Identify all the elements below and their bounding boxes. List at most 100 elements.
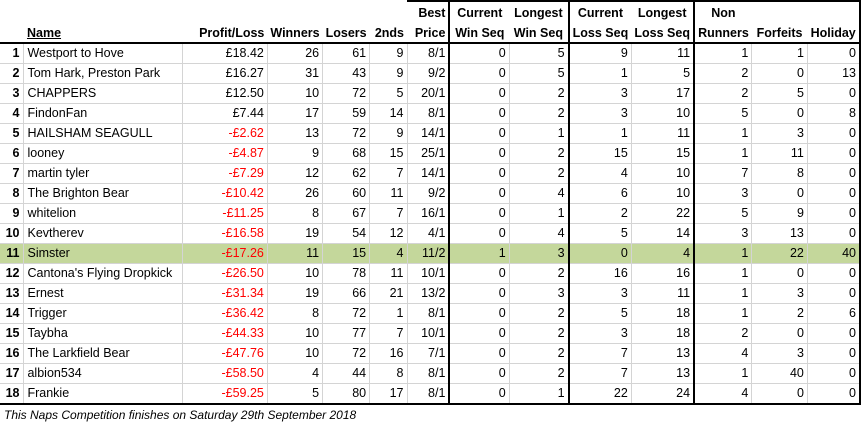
- holiday-cell: 13: [806, 63, 861, 84]
- competition-footer-note: This Naps Competition finishes on Saturd…: [4, 408, 357, 422]
- rank-cell: 2: [0, 63, 24, 84]
- losers-cell: 54: [322, 223, 370, 244]
- holiday-cell: 0: [806, 263, 861, 284]
- longest-loss-seq-cell: 17: [630, 83, 695, 104]
- current-loss-seq-cell: 7: [567, 363, 632, 384]
- losers-cell: 80: [322, 383, 370, 405]
- forfeits-cell: 22: [751, 243, 808, 264]
- current-loss-seq-cell: 6: [567, 183, 632, 204]
- longest-loss-seq-cell: 10: [630, 163, 695, 184]
- best-price-cell: 11/2: [406, 243, 450, 264]
- non-runners-cell: 1: [693, 123, 752, 144]
- profit-loss-cell: £18.42: [181, 42, 268, 64]
- profit-loss-header: Profit/Loss: [182, 22, 268, 44]
- non-runners-header-line1: Non: [693, 0, 752, 22]
- longest-loss-seq-cell: 18: [630, 303, 695, 324]
- longest-win-seq-cell: 1: [508, 203, 569, 224]
- losers-cell: 72: [322, 83, 370, 104]
- current-loss-seq-cell: 15: [567, 143, 632, 164]
- non-runners-cell: 1: [693, 363, 752, 384]
- table-row: 11 Simster -£17.26 11 15 4 11/2 1 3 0 4 1 22 40: [0, 243, 861, 264]
- losers-cell: 72: [322, 123, 370, 144]
- name-cell: The Brighton Bear: [23, 183, 183, 204]
- longest-win-seq-cell: 5: [508, 63, 569, 84]
- non-runners-cell: 2: [693, 323, 752, 344]
- profit-loss-cell: -£58.50: [181, 363, 268, 384]
- best-price-cell: 9/2: [406, 183, 450, 204]
- best-price-cell: 4/1: [406, 223, 450, 244]
- forfeits-cell: 40: [751, 363, 808, 384]
- current-loss-seq-header-line2: Loss Seq: [567, 22, 632, 44]
- table-row: 15 Taybha -£44.33 10 77 7 10/1 0 2 3 18 2 0 0: [0, 323, 861, 344]
- current-win-seq-cell: 0: [448, 143, 510, 164]
- non-runners-header-line2: Runners: [693, 22, 752, 44]
- non-runners-cell: 2: [693, 83, 752, 104]
- best-price-cell: 16/1: [406, 203, 450, 224]
- rank-cell: 4: [0, 103, 24, 124]
- forfeits-cell: 0: [751, 63, 808, 84]
- best-price-cell: 8/1: [406, 303, 450, 324]
- rank-cell: 12: [0, 263, 24, 284]
- losers-cell: 62: [322, 163, 370, 184]
- winners-cell: 10: [266, 343, 323, 364]
- name-cell: looney: [23, 143, 183, 164]
- holiday-cell: 0: [806, 183, 861, 204]
- longest-loss-seq-cell: 11: [630, 123, 695, 144]
- holiday-cell: 0: [806, 42, 861, 64]
- seconds-cell: 12: [369, 223, 407, 244]
- current-win-seq-cell: 0: [448, 103, 510, 124]
- holiday-cell: 6: [806, 303, 861, 324]
- non-runners-cell: 4: [693, 383, 752, 405]
- rank-cell: 15: [0, 323, 24, 344]
- table-row: 17 albion534 -£58.50 4 44 8 8/1 0 2 7 13 1 40 0: [0, 363, 861, 384]
- seconds-cell: 8: [369, 363, 407, 384]
- table-row: 14 Trigger -£36.42 8 72 1 8/1 0 2 5 18 1 2 6: [0, 303, 861, 324]
- table-row: 6 looney -£4.87 9 68 15 25/1 0 2 15 15 1 11 0: [0, 143, 861, 164]
- best-price-cell: 8/1: [406, 103, 450, 124]
- rank-cell: 8: [0, 183, 24, 204]
- longest-win-seq-cell: 2: [508, 143, 569, 164]
- current-win-seq-header-line2: Win Seq: [448, 22, 510, 44]
- forfeits-cell: 11: [751, 143, 808, 164]
- losers-cell: 60: [322, 183, 370, 204]
- table-row: 5 HAILSHAM SEAGULL -£2.62 13 72 9 14/1 0 1 1 11 1 3 0: [0, 123, 861, 144]
- name-cell: martin tyler: [23, 163, 183, 184]
- holiday-cell: 40: [806, 243, 861, 264]
- longest-win-seq-cell: 2: [508, 303, 569, 324]
- seconds-header: 2nds: [369, 22, 407, 44]
- holiday-cell: 0: [806, 363, 861, 384]
- name-cell: The Larkfield Bear: [23, 343, 183, 364]
- current-loss-seq-cell: 7: [567, 343, 632, 364]
- forfeits-cell: 13: [751, 223, 808, 244]
- forfeits-cell: 8: [751, 163, 808, 184]
- losers-cell: 43: [322, 63, 370, 84]
- profit-loss-cell: -£2.62: [181, 123, 268, 144]
- longest-loss-seq-cell: 14: [630, 223, 695, 244]
- best-price-cell: 14/1: [406, 163, 450, 184]
- name-cell: FindonFan: [23, 103, 183, 124]
- name-cell: CHAPPERS: [23, 83, 183, 104]
- seconds-cell: 16: [369, 343, 407, 364]
- profit-loss-cell: -£44.33: [181, 323, 268, 344]
- longest-win-seq-cell: 4: [508, 183, 569, 204]
- name-cell: HAILSHAM SEAGULL: [23, 123, 183, 144]
- table-row: 16 The Larkfield Bear -£47.76 10 72 16 7/1 0 2 7 1…: [0, 343, 861, 364]
- profit-loss-cell: £16.27: [181, 63, 268, 84]
- name-header: Name: [23, 22, 183, 44]
- longest-loss-seq-cell: 22: [630, 203, 695, 224]
- table-row: 8 The Brighton Bear -£10.42 26 60 11 9/2 0 4 6 10 3…: [0, 183, 861, 204]
- best-price-header-line1: Best: [407, 0, 450, 22]
- winners-header: Winners: [267, 22, 323, 44]
- forfeits-cell: 9: [751, 203, 808, 224]
- best-price-cell: 7/1: [406, 343, 450, 364]
- rank-cell: 3: [0, 83, 24, 104]
- table-row: 13 Ernest -£31.34 19 66 21 13/2 0 3 3 11 1 3 0: [0, 283, 861, 304]
- profit-loss-cell: £12.50: [181, 83, 268, 104]
- winners-cell: 26: [266, 42, 323, 64]
- losers-cell: 15: [322, 243, 370, 264]
- current-loss-seq-cell: 0: [567, 243, 632, 264]
- best-price-cell: 8/1: [406, 363, 450, 384]
- best-price-cell: 10/1: [406, 263, 450, 284]
- longest-win-seq-cell: 5: [508, 42, 569, 64]
- profit-loss-cell: -£59.25: [181, 383, 268, 405]
